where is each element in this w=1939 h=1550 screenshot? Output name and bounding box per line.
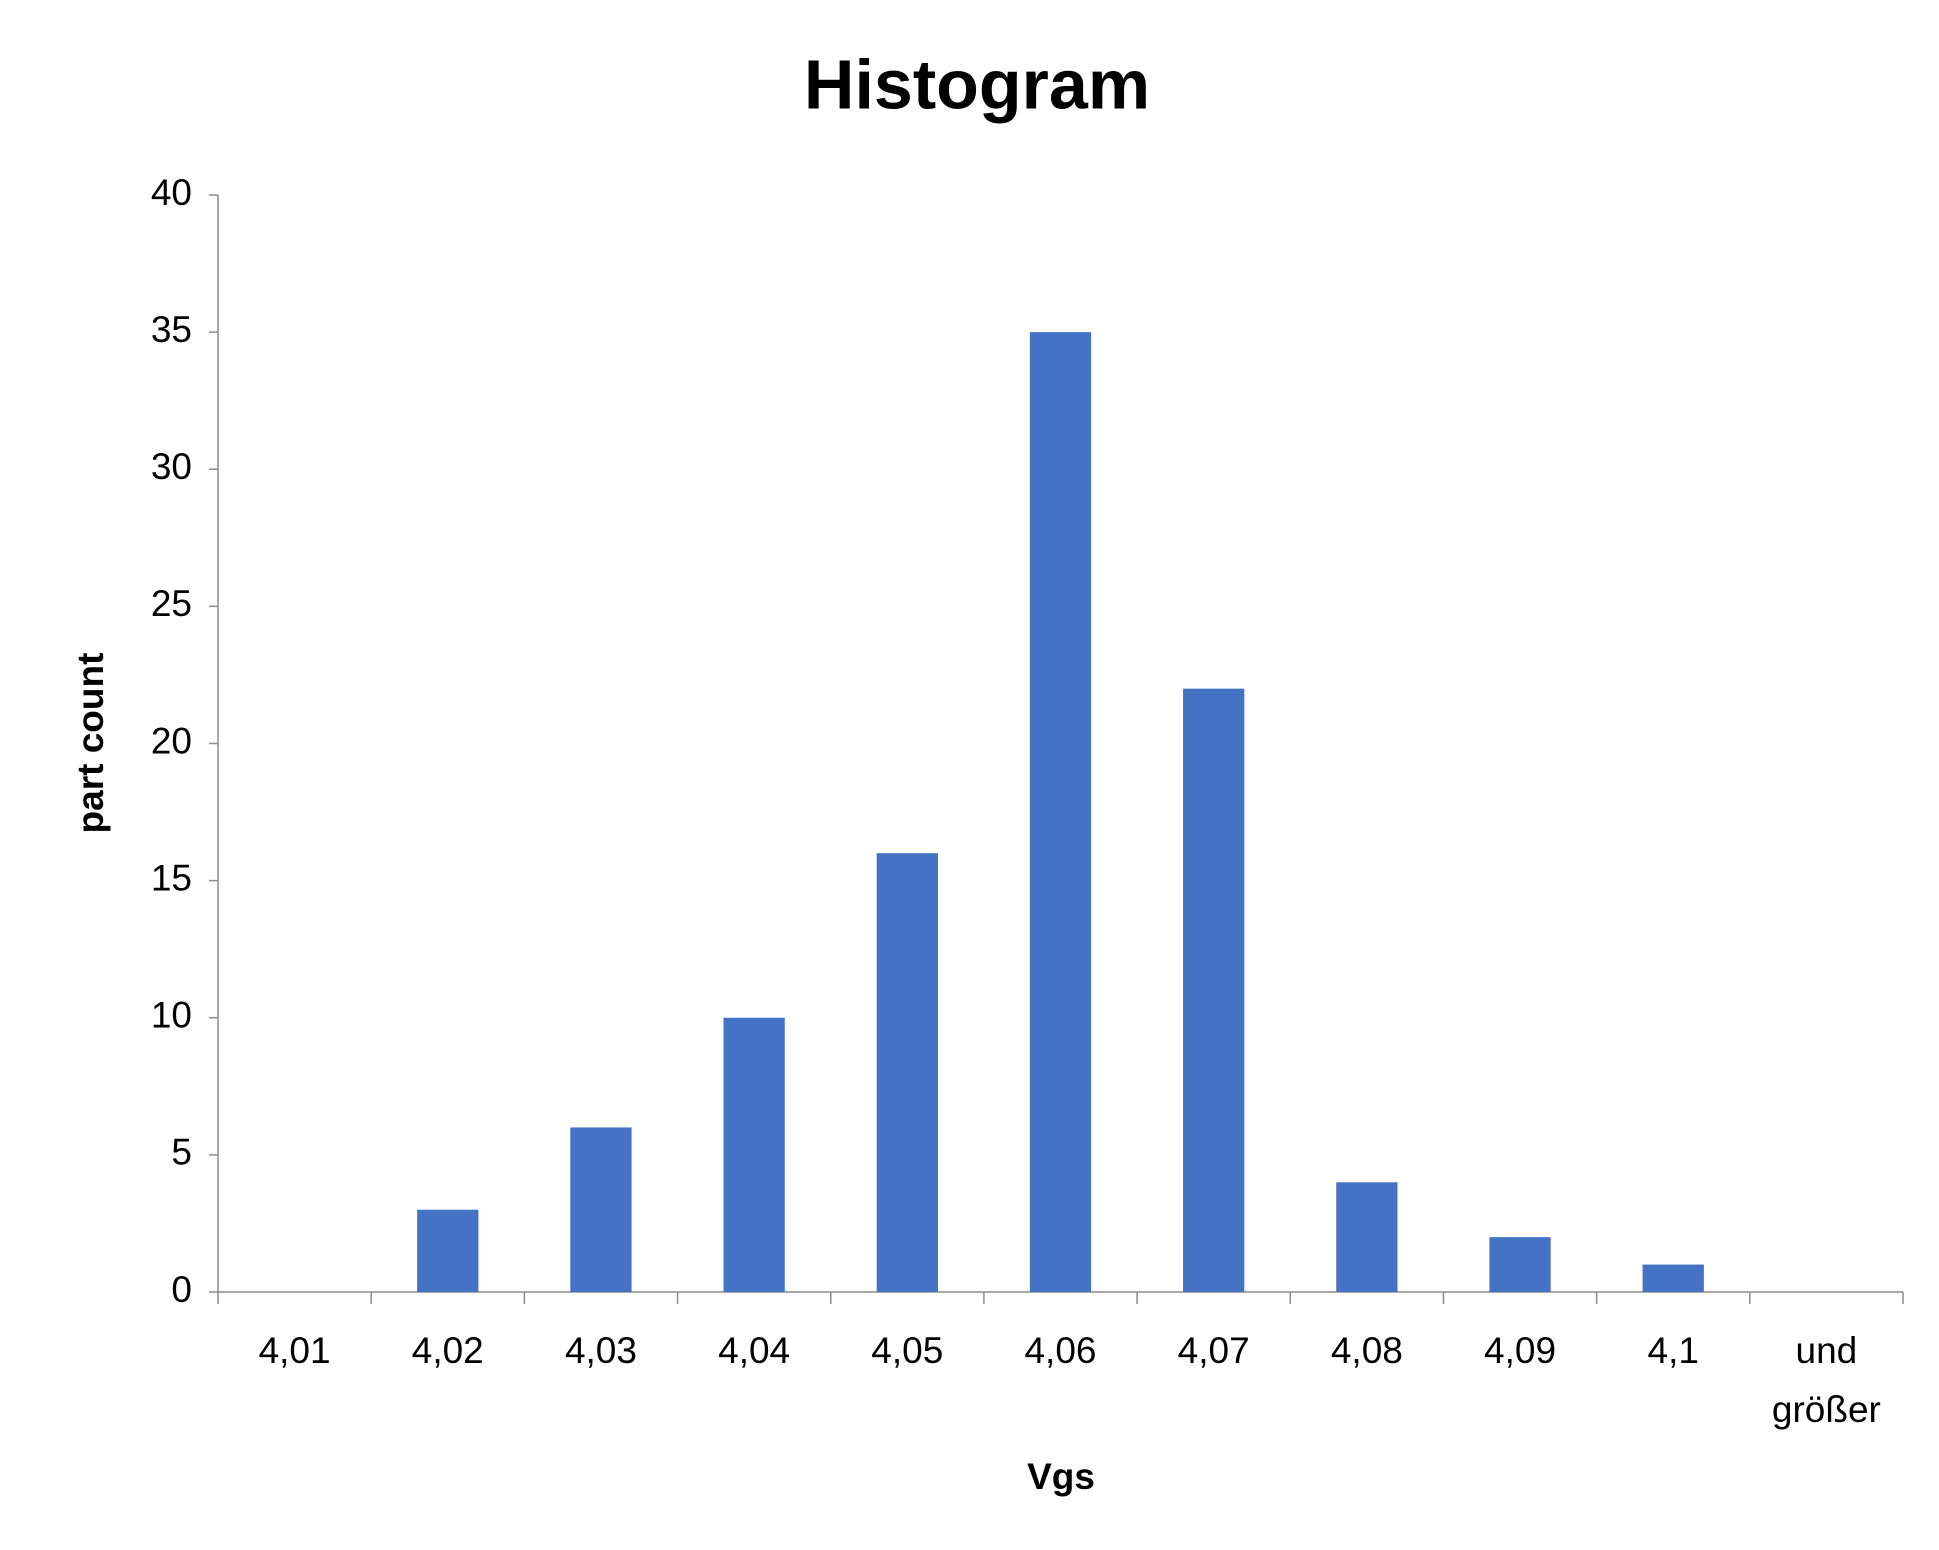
bar (1183, 688, 1245, 1292)
x-tick-label: 4,05 (871, 1330, 943, 1371)
x-tick-label: 4,03 (565, 1330, 637, 1371)
y-tick-label: 25 (151, 583, 192, 624)
y-tick-label: 20 (151, 720, 192, 761)
bar (723, 1017, 785, 1292)
bar (417, 1209, 479, 1292)
bar (1029, 332, 1092, 1292)
bar (1642, 1264, 1704, 1292)
x-tick-label: 4,1 (1648, 1330, 1699, 1371)
y-tick-label: 10 (151, 995, 192, 1036)
y-tick-label: 30 (151, 446, 192, 487)
x-axis-label: Vgs (1027, 1456, 1095, 1497)
x-tick-label: 4,08 (1331, 1330, 1403, 1371)
y-tick-label: 35 (151, 309, 192, 350)
bar (876, 853, 938, 1292)
x-tick-label: und größer (1772, 1330, 1881, 1430)
bar (570, 1127, 632, 1292)
y-tick-label: 0 (171, 1269, 192, 1310)
x-tick-label: 4,09 (1484, 1330, 1556, 1371)
x-tick-label: 4,04 (718, 1330, 790, 1371)
chart-title: Histogram (804, 45, 1150, 123)
bar (1489, 1237, 1551, 1292)
x-tick-label: 4,07 (1178, 1330, 1250, 1371)
x-tick-label: 4,01 (259, 1330, 331, 1371)
x-tick-label: 4,02 (412, 1330, 484, 1371)
y-tick-label: 40 (151, 172, 192, 213)
x-tick-label: 4,06 (1024, 1330, 1096, 1371)
bar (1336, 1182, 1398, 1292)
y-axis-label: part count (70, 653, 111, 834)
y-tick-label: 5 (171, 1132, 192, 1173)
y-tick-label: 15 (151, 857, 192, 898)
